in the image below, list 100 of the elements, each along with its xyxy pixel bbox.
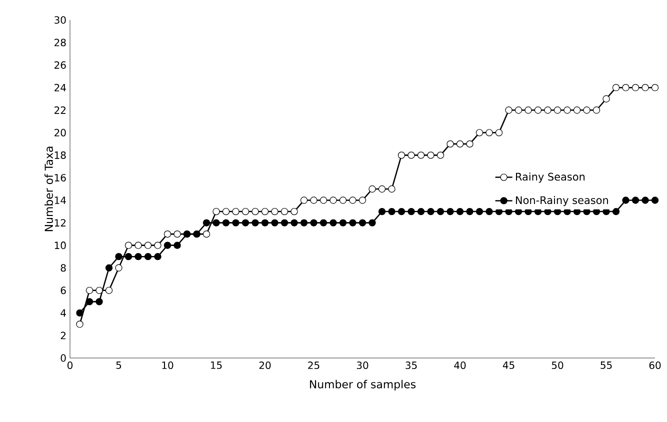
y-tick-label: 8 (60, 264, 66, 272)
point (320, 219, 328, 226)
point (514, 106, 522, 114)
point (115, 264, 122, 272)
point (349, 196, 356, 204)
x-tick-label: 40 (454, 362, 466, 370)
y-tick-label: 20 (54, 128, 66, 136)
point (534, 106, 542, 114)
point (358, 196, 366, 204)
point (86, 286, 94, 294)
point (252, 219, 259, 226)
x-tick-label: 60 (649, 362, 661, 370)
point (446, 140, 454, 148)
point (398, 208, 406, 216)
point (622, 196, 630, 204)
point (339, 196, 347, 204)
point (232, 208, 240, 216)
point (164, 242, 172, 249)
point (417, 152, 425, 159)
point (622, 84, 630, 92)
point (466, 140, 474, 148)
point (495, 129, 503, 136)
point (261, 208, 269, 216)
y-axis-title: Number of Taxa (44, 146, 53, 232)
point (144, 253, 152, 260)
x-tick-label: 10 (162, 362, 174, 370)
point (242, 208, 250, 216)
y-tick-label: 12 (54, 219, 66, 226)
point (642, 196, 649, 204)
point (602, 95, 610, 102)
x-tick-label: 15 (211, 362, 222, 369)
point (612, 84, 620, 92)
point (252, 208, 259, 216)
x-tick-label: 55 (600, 362, 612, 369)
point (651, 196, 659, 204)
point (612, 208, 620, 216)
point (456, 140, 464, 148)
point (271, 208, 278, 216)
y-tick-label: 24 (54, 84, 66, 92)
point (476, 208, 484, 216)
point (96, 298, 103, 306)
point (330, 219, 337, 226)
point (378, 208, 386, 216)
y-tick-label: 22 (54, 106, 66, 114)
point (436, 152, 444, 159)
point (105, 286, 113, 294)
point (427, 152, 434, 159)
point (349, 219, 356, 226)
x-tick-label: 0 (67, 362, 73, 370)
point (398, 152, 406, 159)
x-tick-label: 35 (406, 362, 417, 370)
point (388, 185, 396, 193)
x-tick-label: 5 (116, 362, 122, 369)
point (310, 196, 318, 204)
point (486, 129, 493, 136)
point (436, 208, 444, 216)
point (564, 106, 571, 114)
x-tick-label: 25 (308, 362, 320, 370)
point (583, 106, 590, 114)
y-tick-label: 30 (54, 16, 66, 24)
point (368, 185, 376, 193)
y-tick-label: 18 (54, 151, 66, 159)
point (290, 219, 298, 226)
point (96, 286, 103, 294)
y-tick-label: 6 (60, 286, 66, 294)
point (486, 208, 493, 216)
point (261, 219, 269, 226)
point (144, 242, 152, 249)
x-tick-label: 20 (259, 362, 271, 370)
legend-label: Non-Rainy season (516, 196, 608, 206)
point (456, 208, 464, 216)
y-tick-label: 26 (54, 61, 66, 69)
point (642, 84, 649, 92)
point (76, 309, 84, 317)
point (202, 230, 210, 238)
point (339, 219, 347, 226)
y-tick-label: 10 (54, 242, 66, 250)
point (271, 219, 278, 226)
point (134, 253, 142, 260)
point (358, 219, 366, 226)
point (592, 106, 600, 114)
point (212, 219, 220, 226)
point (408, 208, 415, 216)
y-tick-label: 4 (60, 309, 66, 317)
point (330, 196, 337, 204)
point (86, 298, 94, 306)
point (378, 185, 386, 193)
x-tick-label: 30 (356, 362, 368, 370)
point (554, 106, 562, 114)
point (124, 253, 132, 260)
point (222, 219, 230, 226)
point (290, 208, 298, 216)
point (105, 264, 113, 272)
point (320, 196, 328, 204)
point (202, 219, 210, 226)
y-tick-label: 2 (60, 332, 66, 340)
point (524, 106, 532, 114)
point (310, 219, 318, 226)
point (154, 253, 162, 260)
point (124, 242, 132, 249)
